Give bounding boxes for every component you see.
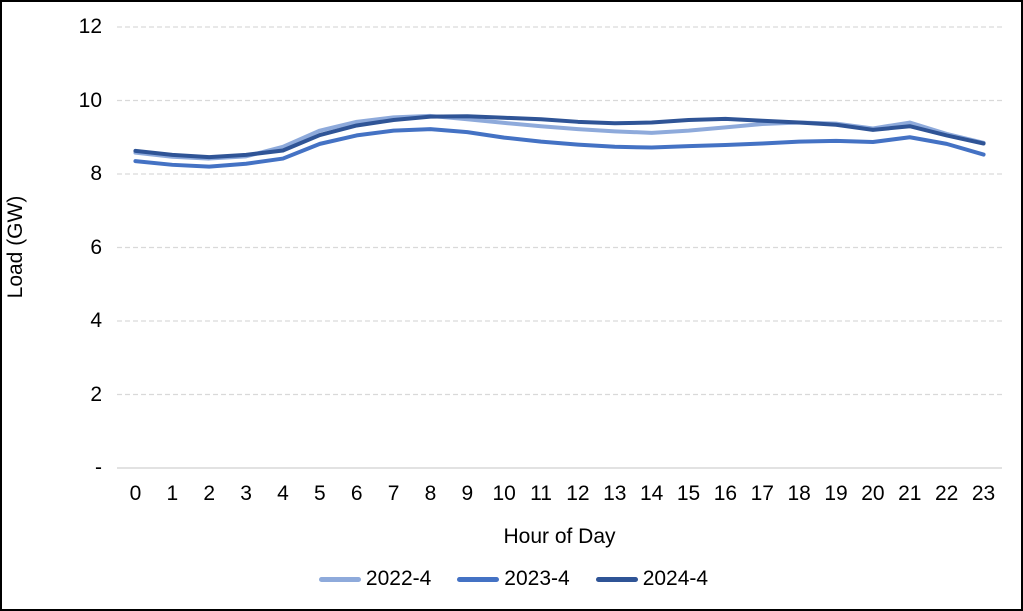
x-tick-label: 17: [750, 482, 774, 505]
legend-label: 2023-4: [504, 567, 570, 590]
x-tick-label: 3: [240, 482, 252, 505]
x-tick-label: 11: [530, 482, 552, 505]
legend-line-swatch: [595, 576, 638, 582]
x-tick-label: 8: [424, 482, 437, 505]
legend-label: 2022-4: [365, 567, 432, 590]
x-tick-label: 9: [461, 482, 474, 505]
x-tick-label: 2: [203, 482, 216, 505]
x-tick-label: 4: [277, 482, 289, 505]
x-tick-label: 23: [971, 482, 996, 505]
y-tick-label: 12: [78, 15, 102, 38]
x-tick-label: 18: [787, 482, 811, 505]
y-tick-label: 8: [90, 162, 102, 185]
x-tick-label: 7: [387, 482, 400, 505]
x-tick-label: 14: [640, 482, 664, 505]
x-tick-label: 20: [861, 482, 885, 505]
legend-item-2022-4: 2022-4: [318, 567, 432, 591]
x-tick-label: 21: [898, 482, 922, 505]
legend-line-swatch: [457, 576, 500, 582]
x-tick-label: 1: [166, 482, 179, 505]
x-tick-label: 16: [713, 482, 738, 505]
x-tick-label: 12: [566, 482, 590, 505]
series-line-2024-4: [133, 114, 986, 160]
x-tick-label: 13: [603, 482, 627, 505]
legend: 2022-4 2023-4 2024-4: [2, 567, 1021, 591]
legend-label: 2024-4: [642, 567, 709, 590]
x-tick-label: 5: [313, 482, 326, 505]
x-tick-label: 22: [935, 482, 959, 505]
y-tick-label: 4: [90, 309, 102, 332]
legend-line-swatch: [318, 576, 361, 582]
series-line-2023-4: [133, 127, 986, 169]
legend-item-2023-4: 2023-4: [457, 567, 570, 591]
y-tick-label: 10: [78, 88, 102, 112]
y-tick-label: 2: [90, 382, 102, 406]
y-axis-title: Load (GW): [4, 195, 27, 299]
x-tick-label: 0: [129, 482, 142, 505]
x-axis-title: Hour of Day: [503, 525, 616, 548]
x-tick-label: 19: [824, 482, 848, 505]
x-tick-label: 10: [492, 482, 516, 505]
y-tick-label: -: [95, 456, 102, 479]
y-tick-label: 6: [90, 235, 102, 259]
legend-item-2024-4: 2024-4: [595, 567, 709, 591]
x-tick-label: 15: [676, 482, 701, 505]
x-tick-label: 6: [350, 482, 363, 505]
